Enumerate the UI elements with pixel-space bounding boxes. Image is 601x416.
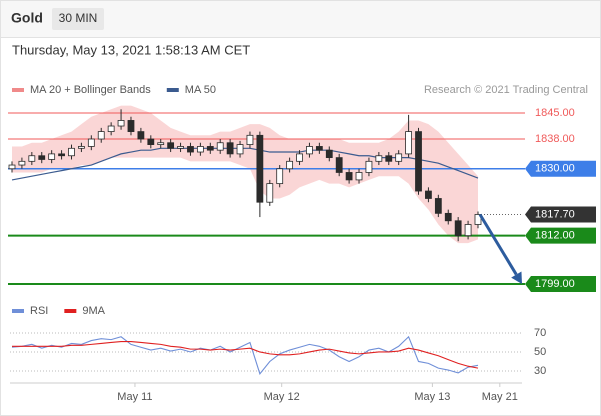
x-tick-label: May 12 [264, 391, 300, 403]
candle-body [405, 131, 412, 155]
candle-body [38, 155, 46, 160]
candle-body [355, 172, 363, 181]
candle-body [97, 131, 105, 140]
candle-body [425, 190, 432, 199]
candle-body [58, 153, 65, 157]
candle-body [395, 153, 403, 162]
candle-body [296, 153, 303, 162]
level-label: 1838.00 [535, 133, 575, 145]
candle-body [216, 142, 224, 151]
legend-label: RSI [30, 305, 48, 317]
candle-body [147, 138, 155, 145]
candle-body [375, 155, 383, 162]
indicator-line [12, 340, 479, 369]
candle-body [454, 220, 462, 237]
candle-body [266, 183, 274, 203]
legend-swatch [12, 88, 24, 92]
legend-swatch [166, 88, 179, 92]
candle-body [8, 164, 16, 170]
candle-body [28, 155, 36, 162]
legend-label: MA 50 [185, 84, 216, 96]
candle-body [167, 142, 175, 149]
legend-swatch [12, 309, 24, 313]
candle-body [117, 120, 125, 127]
candle-body [48, 153, 56, 160]
candle-body [127, 120, 135, 132]
candle-body [464, 224, 472, 237]
level-label: 1812.00 [535, 230, 575, 242]
projection-arrow [478, 213, 518, 276]
candle-body [306, 146, 313, 155]
candle-body [196, 146, 204, 153]
candle-body [345, 172, 353, 181]
x-tick-label: May 21 [482, 391, 518, 403]
candle-body [226, 142, 234, 155]
candle-body [187, 146, 194, 153]
candle-body [107, 125, 115, 132]
candle-body [206, 146, 214, 151]
candle-body [474, 214, 482, 225]
candle-body [78, 146, 85, 149]
level-tag [525, 227, 596, 244]
candle-body [68, 147, 75, 157]
y-tick-label: 70 [534, 327, 546, 339]
level-tag [525, 160, 596, 177]
candle-body [365, 160, 373, 173]
candle-body [415, 131, 422, 192]
y-tick-label: 30 [534, 365, 546, 377]
level-label: 1845.00 [535, 107, 575, 119]
candle-body [276, 168, 284, 185]
datetime: Thursday, May 13, 2021 1:58:13 AM CET [12, 42, 250, 57]
candle-body [236, 144, 244, 155]
level-label: 1817.70 [535, 208, 575, 220]
candle-body [137, 131, 145, 140]
candle-body [87, 138, 95, 147]
x-tick-label: May 13 [414, 391, 450, 403]
candle-body [18, 160, 26, 166]
indicator-line [11, 335, 479, 375]
candle-body [246, 134, 254, 145]
source: Research © 2021 Trading Central [424, 84, 588, 96]
candle-body [335, 157, 343, 173]
bollinger-band [12, 105, 478, 244]
interval[interactable]: 30 MIN [59, 11, 98, 25]
candle-body [157, 142, 165, 145]
legend-swatch [64, 309, 77, 313]
symbol: Gold [11, 10, 43, 26]
level-tag [525, 206, 596, 223]
level-tag [525, 275, 596, 292]
level-label: 1830.00 [535, 163, 575, 175]
interval-button[interactable] [52, 8, 104, 30]
y-tick-label: 50 [534, 346, 546, 358]
candle-body [177, 146, 184, 149]
projection-arrowhead [511, 271, 522, 284]
candle-body [385, 155, 393, 162]
level-label: 1799.00 [535, 278, 575, 290]
candle-body [434, 198, 442, 214]
legend-label: 9MA [82, 305, 105, 317]
x-tick-label: May 11 [117, 391, 152, 403]
candle-body [256, 134, 264, 203]
candle-body [444, 212, 452, 222]
candle-body [315, 146, 323, 151]
legend-label: MA 20 + Bollinger Bands [30, 84, 151, 96]
candle-body [325, 149, 333, 159]
candle-body [286, 160, 294, 170]
